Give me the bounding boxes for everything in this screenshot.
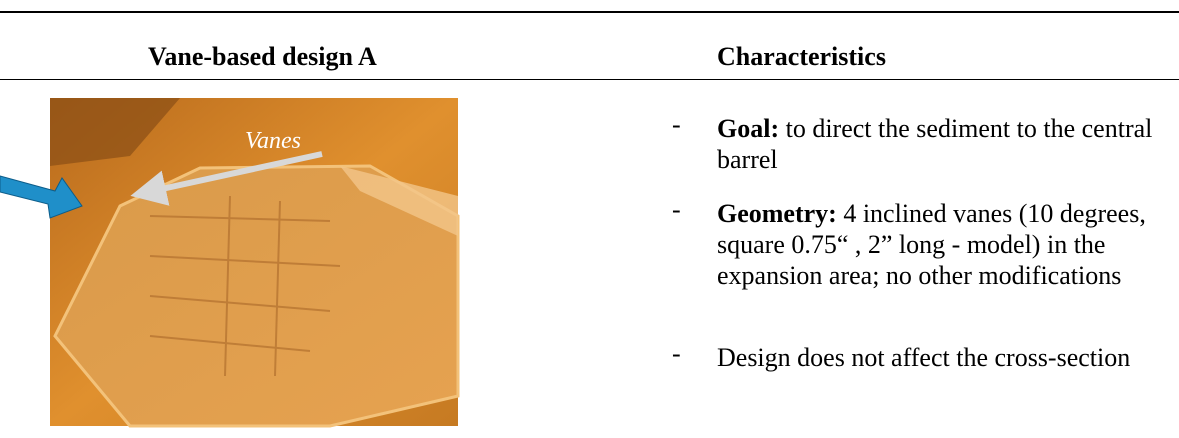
top-rule xyxy=(0,11,1179,13)
bullet-body: to direct the sediment to the central ba… xyxy=(717,114,1153,174)
bullet-body: 4 inclined vanes (10 degrees, square 0.7… xyxy=(717,199,1146,290)
bullet-label: Goal: xyxy=(717,114,780,143)
header-rule xyxy=(0,79,1179,80)
bullet-dash: - xyxy=(672,339,681,368)
column-header: Vane-based design A xyxy=(148,42,377,71)
bullet-text: Design does not affect the cross-section xyxy=(717,342,1167,373)
image-label: Vanes xyxy=(245,128,301,154)
bullet-body: Design does not affect the cross-section xyxy=(717,343,1131,372)
bullet-text: Goal: to direct the sediment to the cent… xyxy=(717,113,1167,175)
bullet-dash: - xyxy=(672,195,681,224)
column-header: Characteristics xyxy=(717,42,886,71)
bullet-label: Geometry: xyxy=(717,199,837,228)
photo: Vanes xyxy=(0,98,460,428)
bullet-dash: - xyxy=(672,110,681,139)
bullet-text: Geometry: 4 inclined vanes (10 degrees, … xyxy=(717,198,1167,291)
